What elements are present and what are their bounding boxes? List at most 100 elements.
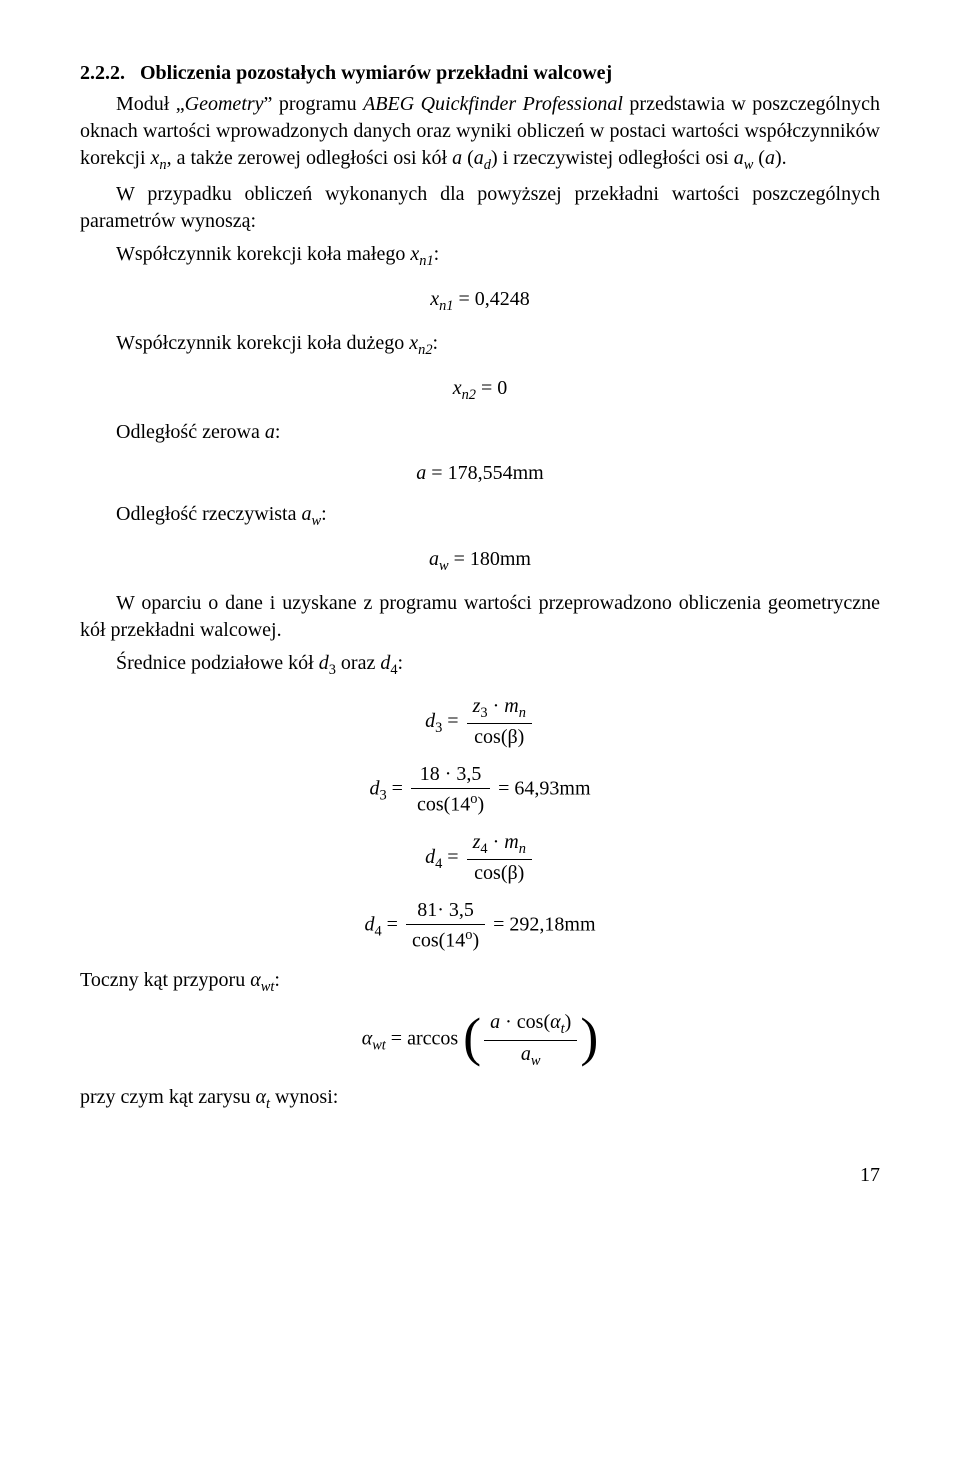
var-sub: n2 [418, 342, 432, 358]
fraction: z4 · mn cos(β) [467, 831, 532, 886]
text: Współczynnik korekcji koła małego [116, 243, 410, 265]
text: , a także zerowej odległości osi kół [167, 147, 452, 169]
den: cos(β) [474, 726, 524, 748]
den-a-sub: w [531, 1053, 541, 1069]
den-b: ) [477, 794, 484, 816]
text: wynosi: [270, 1086, 338, 1108]
var-sub: 3 [329, 662, 336, 678]
text: : [433, 332, 439, 354]
var: a [265, 421, 275, 443]
rhs: = 292,18mm [493, 914, 595, 936]
eq: = [387, 777, 408, 799]
text: : [434, 243, 440, 265]
var-ad-sub: d [484, 157, 491, 173]
lhs-sub: 3 [379, 787, 386, 803]
lhs-sub: n2 [462, 387, 476, 403]
rhs: = 178,554mm [426, 462, 543, 484]
eq: = [442, 846, 463, 868]
lhs-sub: 4 [374, 924, 381, 940]
lhs: a [416, 462, 426, 484]
closing-line: przy czym kąt zarysu αt wynosi: [80, 1084, 880, 1114]
fraction: z3 · mn cos(β) [467, 695, 532, 750]
text: : [321, 503, 327, 525]
text: oraz [336, 652, 380, 674]
var-a: a [452, 147, 462, 169]
num-m: m [504, 695, 518, 717]
rhs: = 180mm [449, 548, 531, 570]
num-z-sub: 4 [480, 841, 487, 857]
lhs-sub: wt [372, 1038, 386, 1054]
den-a: cos(14 [412, 930, 465, 952]
paren-group: ( a · cos(αt) aw ) [463, 1011, 598, 1069]
fraction: a · cos(αt) aw [484, 1011, 577, 1069]
diam-label: Średnice podziałowe kół d3 oraz d4: [80, 650, 880, 680]
fraction: 18 · 3,5 cos(14o) [411, 763, 490, 817]
text: Odległość rzeczywista [116, 503, 301, 525]
dot: · [488, 831, 505, 853]
paragraph-3: W oparciu o dane i uzyskane z programu w… [80, 590, 880, 644]
paren: ) [565, 1011, 572, 1033]
lhs: x [453, 377, 462, 399]
var-sub: w [311, 513, 321, 529]
azero-label: Odległość zerowa a: [116, 419, 880, 446]
text: ( [462, 147, 474, 169]
lhs: a [429, 548, 439, 570]
var: x [410, 243, 419, 265]
page-number: 17 [80, 1162, 880, 1189]
section-number: 2.2.2. [80, 62, 125, 84]
module-name: Geometry [185, 93, 264, 115]
lhs: d [425, 709, 435, 731]
rhs: = 0,4248 [454, 288, 530, 310]
formula-a: a = 178,554mm [80, 460, 880, 487]
rhs: = 0 [476, 377, 507, 399]
dot: · [488, 695, 505, 717]
var: α [255, 1086, 266, 1108]
formula-d4-sym: d 4 = z4 · mn cos(β) [80, 831, 880, 886]
xn1-label: Współczynnik korekcji koła małego xn1: [116, 241, 880, 271]
section-title: Obliczenia pozostałych wymiarów przekład… [140, 62, 612, 84]
lhs: α [362, 1028, 373, 1050]
var: α [250, 969, 261, 991]
num-a: a [490, 1011, 500, 1033]
text: ( [753, 147, 765, 169]
text: Średnice podziałowe kół [116, 652, 319, 674]
text: : [398, 652, 404, 674]
var-ad: a [474, 147, 484, 169]
dot: · cos [500, 1011, 543, 1033]
num-z-sub: 3 [480, 705, 487, 721]
den-b: ) [472, 930, 479, 952]
text: Współczynnik korekcji koła dużego [116, 332, 409, 354]
lhs: d [425, 846, 435, 868]
var: x [409, 332, 418, 354]
text: Moduł „ [116, 93, 185, 115]
var-xn-sub: n [159, 157, 166, 173]
formula-d3-val: d3 = 18 · 3,5 cos(14o) = 64,93mm [80, 763, 880, 817]
den-a: a [521, 1043, 531, 1065]
alpha-label: Toczny kąt przyporu αwt: [80, 967, 880, 997]
text: W przypadku obliczeń wykonanych dla powy… [80, 183, 880, 232]
eq: = [382, 914, 403, 936]
paren-right-icon: ) [580, 1015, 598, 1061]
text: ). [775, 147, 787, 169]
formula-xn2: xn2 = 0 [80, 375, 880, 405]
paragraph-2: W przypadku obliczeń wykonanych dla powy… [80, 181, 880, 235]
paren-left-icon: ( [463, 1015, 481, 1061]
var-a2: a [765, 147, 775, 169]
var-sub: n1 [419, 253, 433, 269]
eq: = [442, 709, 463, 731]
aw-label: Odległość rzeczywista aw: [116, 501, 880, 531]
formula-d4-val: d4 = 81· 3,5 cos(14o) = 292,18mm [80, 899, 880, 953]
num: 81· 3,5 [406, 899, 485, 925]
text: : [275, 421, 281, 443]
num-m-sub: n [519, 705, 526, 721]
rhs: = 64,93mm [498, 777, 590, 799]
num-m-sub: n [519, 841, 526, 857]
var-aw: a [734, 147, 744, 169]
xn2-label: Współczynnik korekcji koła dużego xn2: [116, 330, 880, 360]
formula-alpha: αwt = arccos ( a · cos(αt) aw ) [80, 1011, 880, 1069]
text: ” programu [264, 93, 364, 115]
formula-aw: aw = 180mm [80, 546, 880, 576]
eq: = arccos [386, 1028, 458, 1050]
var-sub: wt [261, 979, 275, 995]
text: ) i rzeczywistej odległości osi [491, 147, 734, 169]
